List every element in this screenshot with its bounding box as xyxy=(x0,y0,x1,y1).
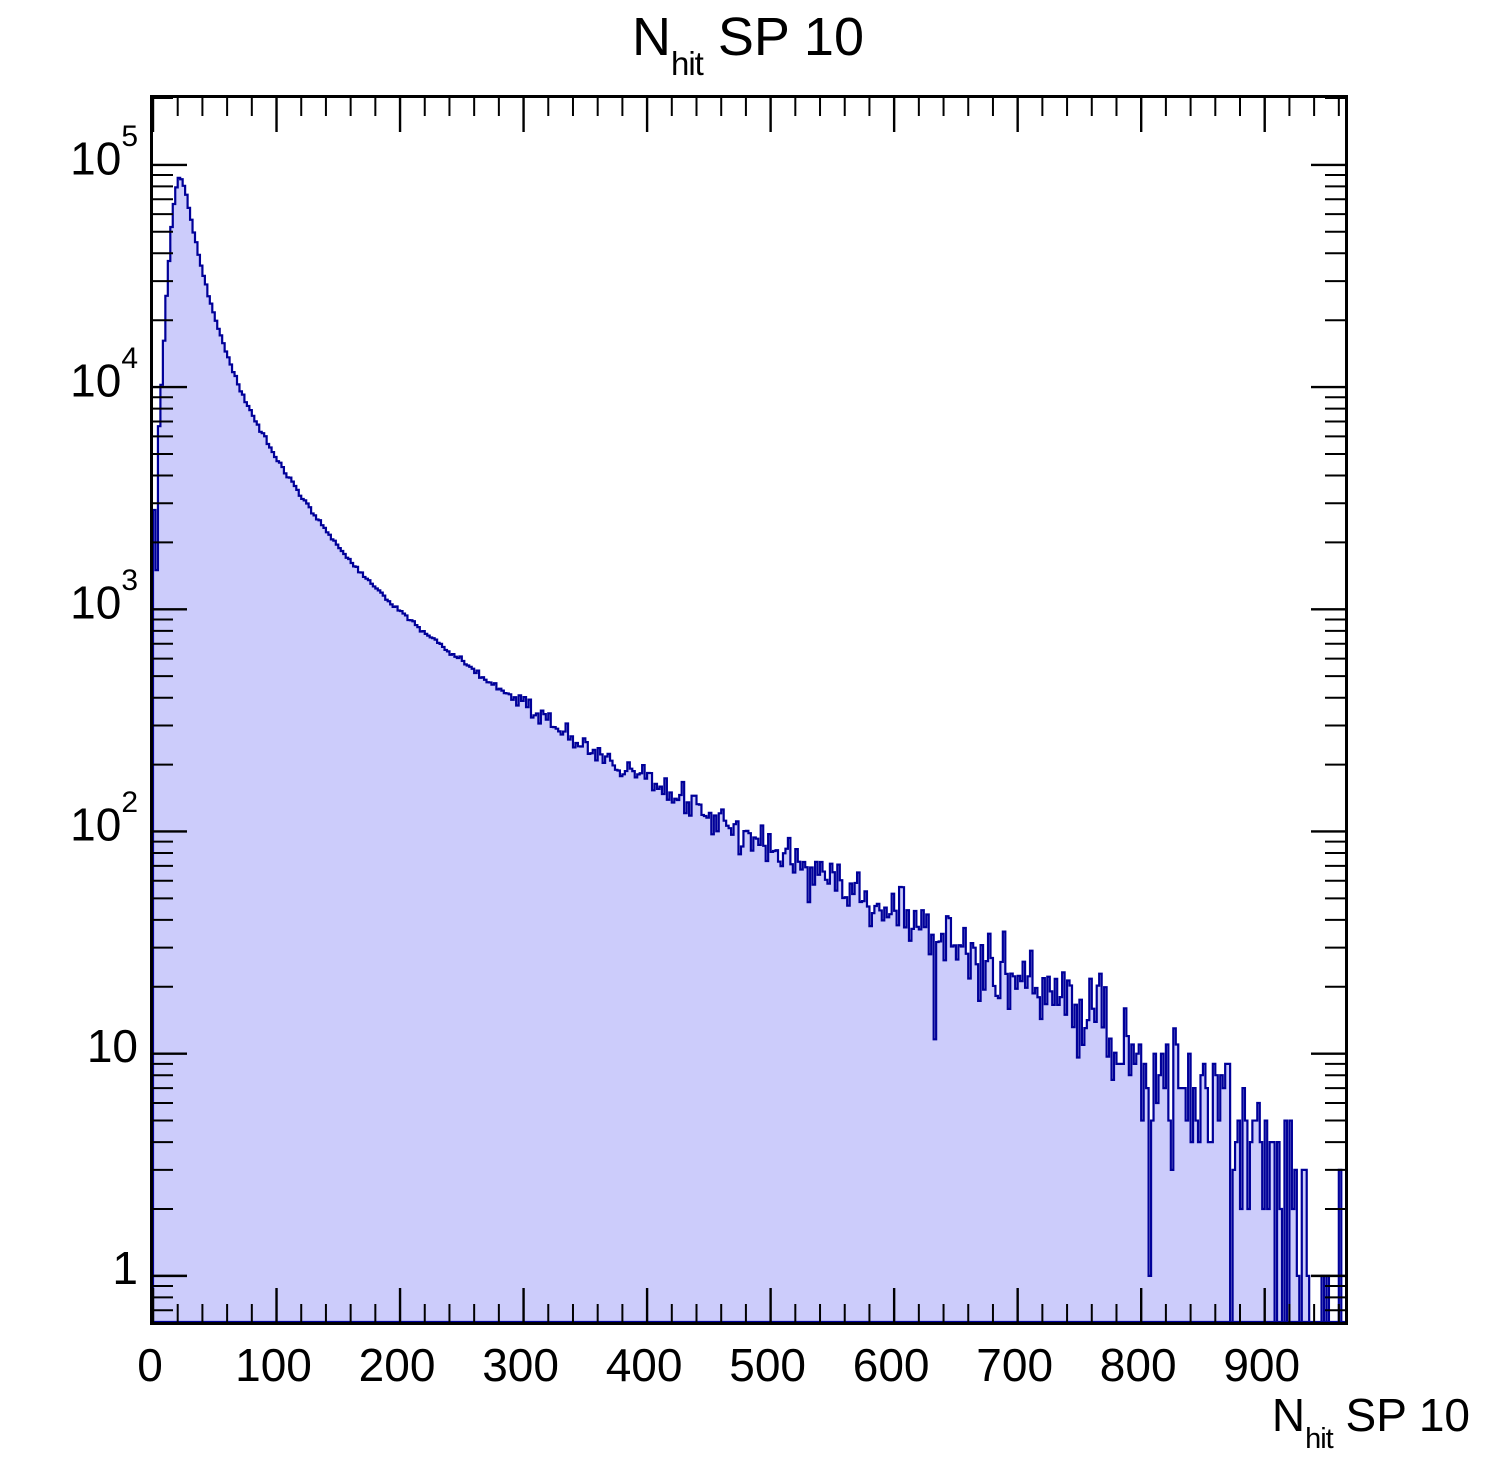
y-tick-mantissa: 10 xyxy=(86,1019,138,1072)
y-tick-mantissa: 10 xyxy=(70,354,122,407)
y-tick-label: 103 xyxy=(70,566,138,626)
histogram-svg xyxy=(153,98,1345,1322)
y-tick-label: 105 xyxy=(70,121,138,185)
plot-frame xyxy=(150,95,1348,1325)
x-tick-label: 500 xyxy=(729,1339,806,1391)
x-tick-label: 600 xyxy=(852,1339,930,1391)
x-tick-label: 200 xyxy=(358,1339,436,1391)
y-tick-mantissa: 10 xyxy=(70,132,122,185)
x-tick-label: 900 xyxy=(1223,1339,1301,1391)
histogram-path xyxy=(153,176,1345,1322)
x-tick-label: 800 xyxy=(1099,1339,1177,1391)
plot-title-tail: SP 10 xyxy=(702,7,864,67)
plot-title: Nhit SP 10 xyxy=(0,6,1496,82)
x-tick-label: 400 xyxy=(605,1339,683,1391)
y-tick-mantissa: 10 xyxy=(70,798,122,851)
y-tick-exponent: 3 xyxy=(121,564,138,598)
x-tick-label: 300 xyxy=(482,1339,559,1391)
x-axis-title-tail: SP 10 xyxy=(1332,1389,1471,1441)
y-tick-exponent: 4 xyxy=(121,342,138,376)
x-tick-label: 700 xyxy=(976,1339,1054,1391)
plot-title-main: N xyxy=(632,7,671,67)
x-axis-title-subscript: hit xyxy=(1305,1423,1334,1456)
axis-ticks xyxy=(153,98,1345,1322)
y-tick-mantissa: 1 xyxy=(112,1241,138,1294)
y-tick-exponent: 5 xyxy=(121,119,138,153)
y-tick-label: 1 xyxy=(112,1245,138,1291)
x-axis-title: Nhit SP 10 xyxy=(1271,1388,1471,1455)
x-axis-title-main: N xyxy=(1271,1389,1306,1441)
x-tick-label: 100 xyxy=(235,1339,312,1391)
x-tick-label: 0 xyxy=(137,1339,163,1391)
plot-title-subscript: hit xyxy=(671,44,704,82)
y-tick-exponent: 2 xyxy=(121,786,138,820)
y-tick-label: 10 xyxy=(87,1023,138,1069)
y-tick-label: 102 xyxy=(70,788,138,848)
histogram-series xyxy=(153,176,1345,1322)
y-tick-label: 104 xyxy=(70,344,138,407)
y-tick-mantissa: 10 xyxy=(70,576,122,629)
